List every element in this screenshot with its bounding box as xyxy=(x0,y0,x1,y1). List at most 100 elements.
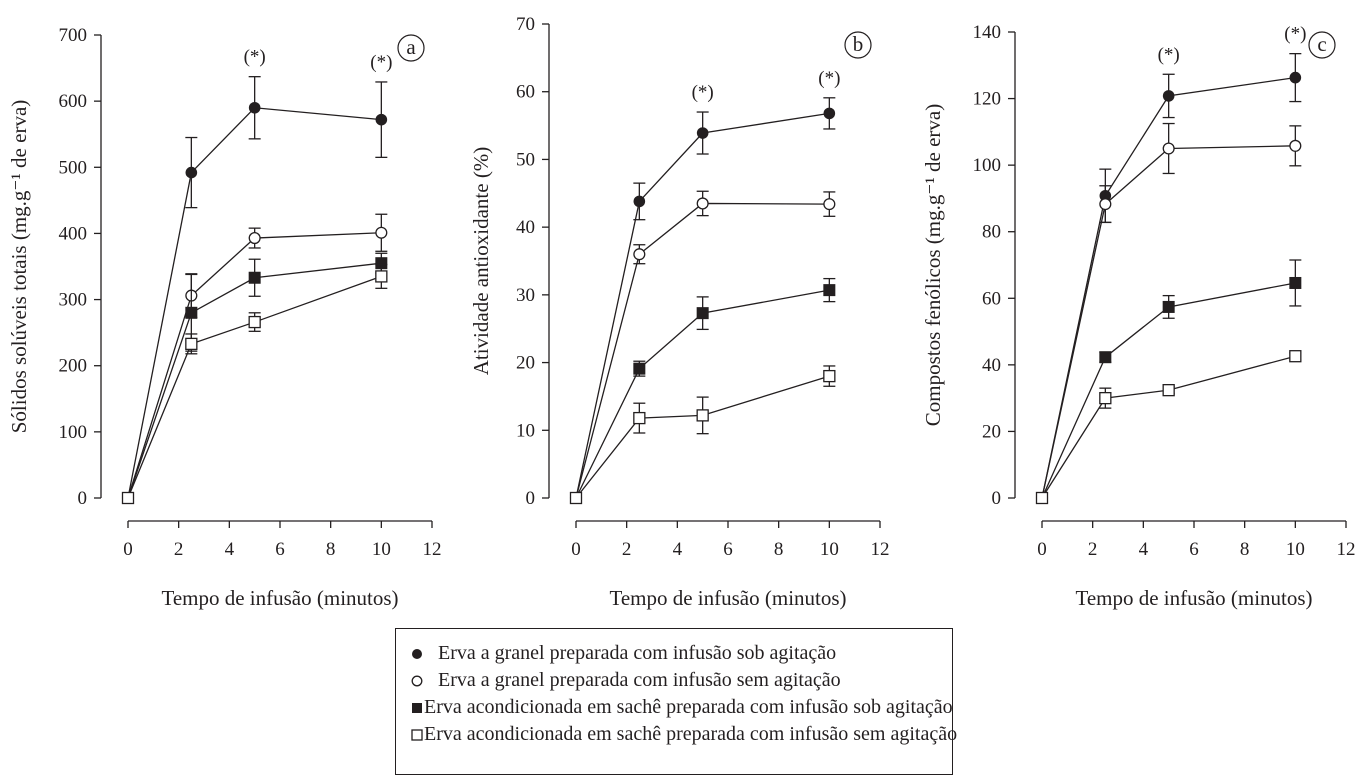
x-tick-label: 8 xyxy=(326,539,336,560)
filled-circle-marker-icon xyxy=(410,647,438,661)
x-axis-label: Tempo de infusão (minutos) xyxy=(161,586,398,610)
data-point xyxy=(375,270,388,283)
x-tick-label: 10 xyxy=(1286,539,1305,560)
y-tick-label: 80 xyxy=(982,222,1001,243)
x-tick-label: 12 xyxy=(1337,539,1356,560)
y-tick-label: 50 xyxy=(516,149,535,170)
data-point xyxy=(1035,491,1049,505)
x-tick-label: 0 xyxy=(571,539,581,560)
data-point xyxy=(823,369,836,383)
y-tick-label: 40 xyxy=(516,217,535,238)
x-axis-label: Tempo de infusão (minutos) xyxy=(1075,586,1312,610)
x-tick-label: 4 xyxy=(673,539,683,560)
x-tick-label: 12 xyxy=(871,539,890,560)
x-tick-label: 10 xyxy=(820,539,839,560)
panel-letter-circle-icon xyxy=(397,34,425,62)
y-tick-label: 40 xyxy=(982,355,1001,376)
data-point xyxy=(1099,351,1112,364)
y-tick-label: 500 xyxy=(59,157,88,178)
y-tick-label: 0 xyxy=(526,488,536,509)
data-point xyxy=(1289,139,1302,152)
data-point xyxy=(633,248,646,261)
y-tick-label: 20 xyxy=(516,353,535,374)
data-point xyxy=(1162,90,1175,102)
y-tick-label: 30 xyxy=(516,285,535,306)
data-point xyxy=(375,226,388,239)
x-tick-label: 0 xyxy=(1037,539,1047,560)
x-tick-label: 2 xyxy=(622,539,632,560)
panel-letter: a xyxy=(406,35,416,59)
x-tick-label: 2 xyxy=(174,539,184,560)
series-line-filled-square xyxy=(575,289,830,499)
y-tick-label: 300 xyxy=(59,290,88,311)
series-line-filled-square xyxy=(127,262,382,499)
y-tick-label: 200 xyxy=(59,356,88,377)
y-tick-label: 140 xyxy=(973,22,1002,43)
data-point xyxy=(1289,71,1302,84)
panel-letter-circle-icon xyxy=(844,31,872,59)
data-point xyxy=(1162,300,1175,313)
significance-annotation: (*) xyxy=(244,47,266,68)
chart-panel-c: 0 20 40 60 80 100 120 140 0 2 4 6 8 10 12 Tempo de infu… xyxy=(921,22,1356,610)
data-point xyxy=(121,491,135,505)
data-point xyxy=(248,315,261,329)
data-point xyxy=(696,197,709,210)
data-point xyxy=(185,337,198,351)
data-point xyxy=(696,127,709,139)
data-point xyxy=(1289,276,1302,289)
x-tick-label: 12 xyxy=(423,539,442,560)
data-point xyxy=(248,101,261,114)
y-tick-label: 120 xyxy=(973,89,1002,110)
significance-annotation: (*) xyxy=(818,68,840,89)
data-point xyxy=(1289,350,1302,363)
x-tick-label: 4 xyxy=(225,539,235,560)
y-tick-label: 100 xyxy=(59,422,88,443)
y-axis-label: Compostos fenólicos (mg.g⁻¹ de erva) xyxy=(921,104,945,426)
significance-annotation: (*) xyxy=(692,82,714,103)
y-tick-label: 10 xyxy=(516,420,535,441)
y-axis-label: Sólidos solúveis totais (mg.g⁻¹ de erva) xyxy=(7,100,31,434)
data-point xyxy=(696,409,709,422)
series-line-open-circle xyxy=(127,232,382,499)
data-point xyxy=(185,166,198,179)
series-line-filled-circle xyxy=(575,112,830,499)
significance-annotation: (*) xyxy=(1284,24,1306,45)
legend-label: Erva a granel preparada com infusão sem … xyxy=(438,669,841,691)
chart-panel-a: 0 100 200 300 400 500 600 700 0 2 4 6 8 10 12 Tempo de … xyxy=(7,25,442,610)
data-point xyxy=(248,232,261,245)
legend-label: Erva acondicionada em sachê preparada co… xyxy=(424,723,958,745)
x-tick-label: 6 xyxy=(1189,539,1199,560)
data-point xyxy=(633,362,646,375)
y-tick-label: 600 xyxy=(59,91,88,112)
y-tick-label: 70 xyxy=(516,14,535,35)
data-point xyxy=(633,195,646,208)
panel-letter: b xyxy=(853,32,864,56)
panel-letter-circle-icon xyxy=(1308,31,1336,59)
data-point xyxy=(185,306,198,319)
panel-letter: c xyxy=(1317,32,1326,56)
data-point xyxy=(248,271,261,284)
data-point xyxy=(569,491,583,505)
series-line-open-circle xyxy=(575,202,830,499)
data-point xyxy=(1162,384,1175,397)
y-tick-label: 60 xyxy=(516,82,535,103)
x-tick-label: 6 xyxy=(723,539,733,560)
open-square-marker-icon xyxy=(410,728,424,742)
legend-item-filled-circle: Erva a granel preparada com infusão sob … xyxy=(410,640,952,667)
x-tick-label: 2 xyxy=(1088,539,1098,560)
series-line-open-circle xyxy=(1041,145,1296,499)
y-tick-label: 20 xyxy=(982,421,1001,442)
data-point xyxy=(633,411,646,425)
series-line-open-square xyxy=(1041,355,1296,499)
x-tick-label: 0 xyxy=(123,539,133,560)
data-point xyxy=(696,307,709,320)
y-tick-label: 60 xyxy=(982,288,1001,309)
data-point xyxy=(823,107,836,120)
y-tick-label: 400 xyxy=(59,223,88,244)
legend-label: Erva a granel preparada com infusão sob … xyxy=(438,642,837,664)
significance-annotation: (*) xyxy=(370,52,392,73)
legend-item-open-square: Erva acondicionada em sachê preparada co… xyxy=(410,721,957,748)
y-tick-label: 0 xyxy=(78,488,88,509)
series-line-filled-circle xyxy=(1041,76,1296,499)
